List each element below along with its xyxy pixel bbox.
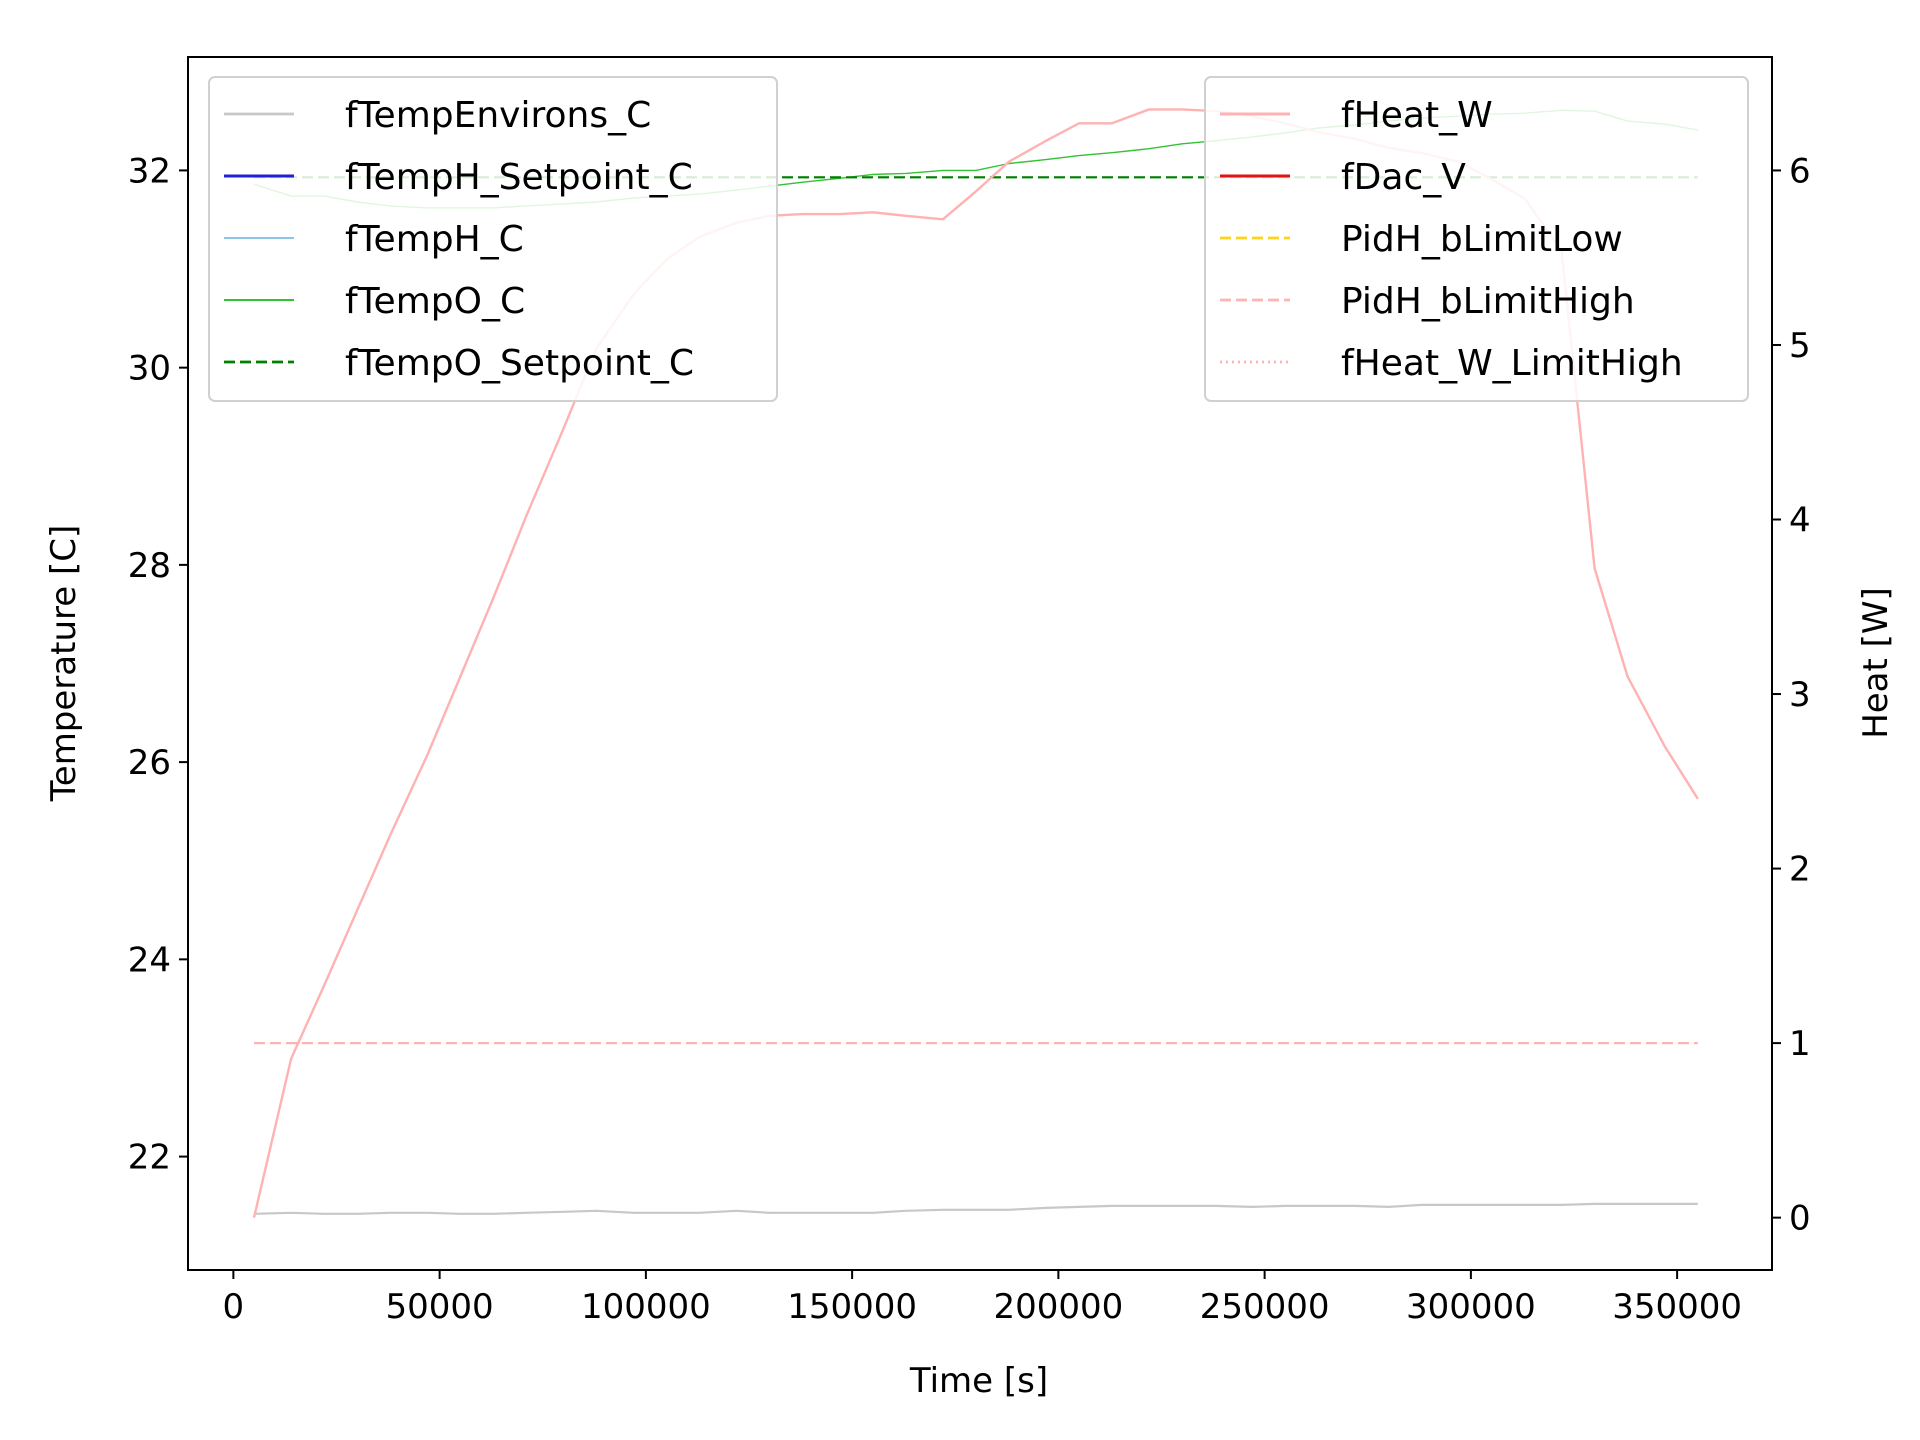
plot-frame	[187, 56, 1773, 1271]
legend-label-ftempenvirons-c: fTempEnvirons_C	[345, 95, 651, 136]
left-y-tick-label: 28	[128, 546, 171, 586]
x-tick-label: 300000	[1406, 1287, 1536, 1327]
left-y-tick-label: 26	[128, 743, 171, 783]
right-y-tick-label: 3	[1789, 675, 1811, 715]
x-axis-label: Time [s]	[909, 1361, 1048, 1401]
right-y-axis-ticks: 0 1 2 3 4 5 6	[1772, 151, 1811, 1239]
legend-label-ftemph-setpoint-c: fTempH_Setpoint_C	[345, 157, 693, 198]
right-y-tick-label: 1	[1789, 1024, 1811, 1064]
series-line-ftempenvirons-c	[253, 1202, 1698, 1215]
right-y-tick-label: 6	[1789, 151, 1811, 191]
right-y-tick-label: 4	[1789, 501, 1811, 541]
left-y-tick-label: 24	[128, 940, 171, 980]
legend-label-ftempo-c: fTempO_C	[345, 281, 525, 322]
right-y-axis-label: Heat [W]	[1856, 587, 1896, 739]
x-tick-label: 350000	[1612, 1287, 1742, 1327]
left-y-tick-label: 32	[128, 151, 171, 191]
legend-box	[208, 76, 778, 402]
legend-label-fdac-v: fDac_V	[1341, 157, 1466, 198]
legend-right: fHeat_W fDac_V PidH_bLimitLow PidH_bLimitHi…	[1204, 76, 1749, 402]
legend-label-fheat-w: fHeat_W	[1341, 95, 1493, 136]
x-tick-label: 150000	[787, 1287, 917, 1327]
legend-label-fheat-w-limithigh: fHeat_W_LimitHigh	[1341, 343, 1683, 384]
right-y-tick-label: 2	[1789, 850, 1811, 890]
legend-label-ftemph-c: fTempH_C	[345, 219, 524, 260]
right-y-tick-label: 5	[1789, 326, 1811, 366]
x-axis-ticks: 0 50000 100000 150000 200000 250000 300000 3500…	[223, 1270, 1742, 1327]
legend-label-pidh-blimithigh: PidH_bLimitHigh	[1341, 281, 1635, 322]
legend-box	[1204, 76, 1749, 402]
x-tick-label: 200000	[993, 1287, 1123, 1327]
left-y-axis-ticks: 22 24 26 28 30 32	[128, 151, 188, 1178]
x-tick-label: 0	[223, 1287, 245, 1327]
left-y-tick-label: 22	[128, 1138, 171, 1178]
legend-label-pidh-blimitlow: PidH_bLimitLow	[1341, 219, 1623, 260]
legend-left: fTempEnvirons_C fTempH_Setpoint_C fTempH_C…	[208, 76, 778, 402]
x-tick-label: 100000	[581, 1287, 711, 1327]
right-y-tick-label: 0	[1789, 1199, 1811, 1239]
legend-label-ftempo-setpoint-c: fTempO_Setpoint_C	[345, 343, 694, 384]
x-tick-label: 250000	[1200, 1287, 1330, 1327]
left-y-tick-label: 30	[128, 349, 171, 389]
left-y-axis-label: Temperature [C]	[44, 525, 84, 802]
x-tick-label: 50000	[386, 1287, 494, 1327]
